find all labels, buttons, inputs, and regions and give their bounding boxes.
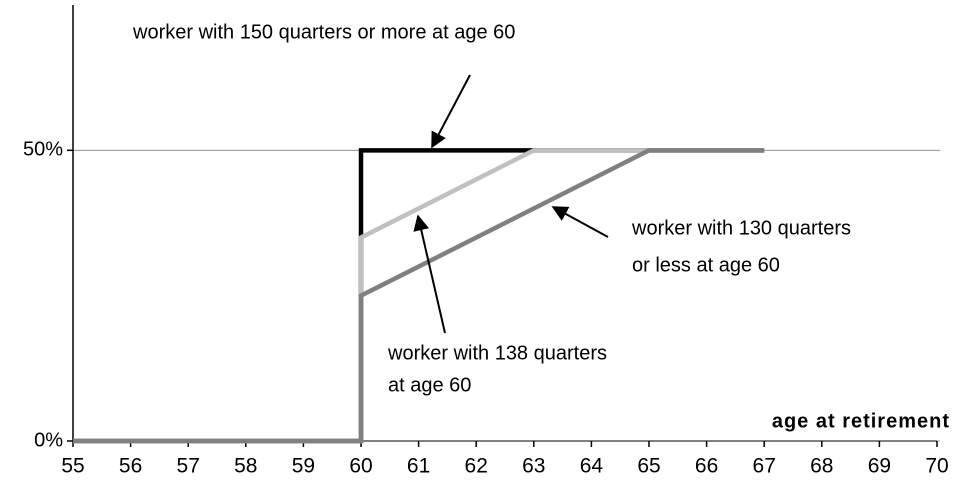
series-line bbox=[73, 148, 765, 444]
x-tick-label: 70 bbox=[925, 455, 948, 478]
x-tick-label: 56 bbox=[119, 455, 142, 478]
x-tick-label: 67 bbox=[753, 455, 776, 478]
annotation: worker with 130 quarters bbox=[631, 217, 851, 239]
y-tick-label: 0% bbox=[34, 429, 63, 451]
x-tick-label: 68 bbox=[810, 455, 833, 478]
series-line bbox=[73, 148, 765, 444]
annotation-arrow bbox=[413, 214, 446, 334]
x-tick-label: 58 bbox=[234, 455, 257, 478]
plot-area: 0% 50% 55 56 57 58 59 60 61 62 63 64 65 66 67 68 69 70 bbox=[23, 5, 949, 478]
series-line bbox=[73, 148, 765, 444]
x-tick-label: 62 bbox=[465, 455, 488, 478]
x-tick-label: 60 bbox=[349, 455, 372, 478]
x-tick-label: 65 bbox=[637, 455, 660, 478]
annotation: at age 60 bbox=[388, 374, 471, 396]
y-tick-label: 50% bbox=[23, 139, 63, 161]
annotation: worker with 138 quarters bbox=[387, 342, 607, 364]
x-tick-label: 63 bbox=[522, 455, 545, 478]
x-tick-label: 55 bbox=[61, 455, 84, 478]
x-tick-label: 64 bbox=[580, 455, 604, 478]
annotation-arrow bbox=[431, 74, 471, 149]
x-tick-label: 69 bbox=[868, 455, 891, 478]
x-tick-label: 61 bbox=[407, 455, 430, 478]
x-axis-label: age at retirement bbox=[772, 410, 950, 432]
annotation-arrow bbox=[551, 206, 609, 238]
annotation: or less at age 60 bbox=[632, 254, 780, 276]
x-tick-label: 57 bbox=[177, 455, 200, 478]
annotation: worker with 150 quarters or more at age … bbox=[132, 21, 515, 43]
x-tick-label: 66 bbox=[695, 455, 718, 478]
x-tick-label: 59 bbox=[292, 455, 315, 478]
